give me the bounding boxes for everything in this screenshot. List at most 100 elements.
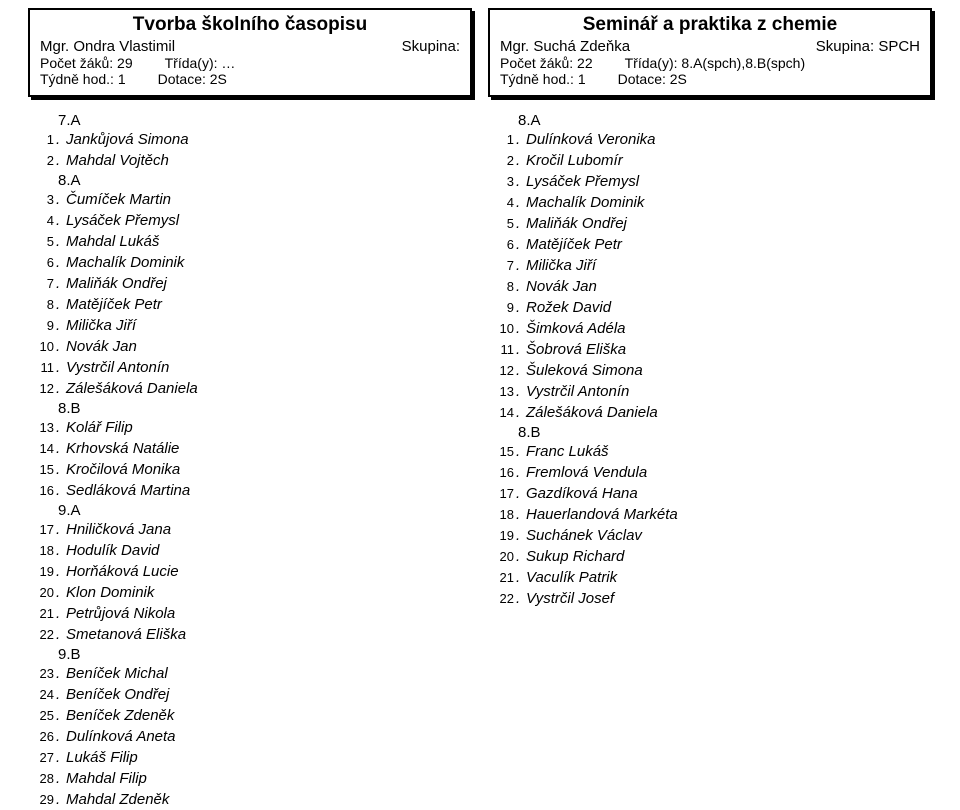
student-name: Mahdal Filip: [64, 768, 147, 789]
left-group: Skupina:: [402, 38, 460, 55]
student-row: 24.Beníček Ondřej: [34, 684, 472, 705]
student-row: 17.Hniličková Jana: [34, 519, 472, 540]
student-row: 12.Šuleková Simona: [494, 360, 932, 381]
right-weekly-label: Týdně hod.:: [500, 71, 574, 87]
dot-separator: .: [56, 378, 64, 399]
student-name: Lysáček Přemysl: [524, 171, 639, 192]
student-number: 5: [34, 233, 56, 251]
right-count-value: 22: [577, 55, 593, 71]
student-name: Čumíček Martin: [64, 189, 171, 210]
dot-separator: .: [516, 504, 524, 525]
dot-separator: .: [56, 150, 64, 171]
student-number: 17: [494, 485, 516, 503]
student-name: Šobrová Eliška: [524, 339, 626, 360]
group-label: 9.A: [34, 502, 472, 519]
student-row: 1.Jankůjová Simona: [34, 129, 472, 150]
dot-separator: .: [56, 519, 64, 540]
student-number: 13: [494, 383, 516, 401]
student-number: 11: [34, 359, 56, 377]
student-row: 1.Dulínková Veronika: [494, 129, 932, 150]
dot-separator: .: [56, 789, 64, 810]
student-number: 14: [494, 404, 516, 422]
left-class-value: …: [221, 55, 235, 71]
student-name: Novák Jan: [524, 276, 597, 297]
dot-separator: .: [516, 402, 524, 423]
student-name: Vystrčil Antonín: [64, 357, 169, 378]
student-row: 8.Novák Jan: [494, 276, 932, 297]
student-number: 7: [34, 275, 56, 293]
left-dotace: Dotace: 2S: [126, 71, 460, 87]
student-number: 27: [34, 749, 56, 767]
student-name: Mahdal Lukáš: [64, 231, 159, 252]
dot-separator: .: [56, 129, 64, 150]
student-name: Rožek David: [524, 297, 611, 318]
dot-separator: .: [516, 546, 524, 567]
student-name: Dulínková Aneta: [64, 726, 176, 747]
student-row: 2.Kročil Lubomír: [494, 150, 932, 171]
dot-separator: .: [56, 459, 64, 480]
student-number: 13: [34, 419, 56, 437]
student-number: 21: [494, 569, 516, 587]
left-dotace-value: 2S: [210, 71, 227, 87]
student-number: 14: [34, 440, 56, 458]
student-name: Kročilová Monika: [64, 459, 180, 480]
student-name: Vystrčil Josef: [524, 588, 614, 609]
student-name: Horňáková Lucie: [64, 561, 179, 582]
group-label: 8.A: [494, 112, 932, 129]
dot-separator: .: [56, 624, 64, 645]
student-number: 15: [494, 443, 516, 461]
dot-separator: .: [516, 441, 524, 462]
student-row: 7.Maliňák Ondřej: [34, 273, 472, 294]
right-dotace-value: 2S: [670, 71, 687, 87]
student-row: 17.Gazdíková Hana: [494, 483, 932, 504]
student-name: Fremlová Vendula: [524, 462, 647, 483]
student-name: Vaculík Patrik: [524, 567, 617, 588]
dot-separator: .: [56, 705, 64, 726]
student-name: Šimková Adéla: [524, 318, 626, 339]
student-name: Hniličková Jana: [64, 519, 171, 540]
student-row: 4.Machalík Dominik: [494, 192, 932, 213]
student-number: 16: [34, 482, 56, 500]
dot-separator: .: [516, 483, 524, 504]
student-name: Milička Jiří: [64, 315, 136, 336]
student-row: 18.Hauerlandová Markéta: [494, 504, 932, 525]
student-name: Machalík Dominik: [64, 252, 184, 273]
student-row: 10.Šimková Adéla: [494, 318, 932, 339]
student-name: Smetanová Eliška: [64, 624, 186, 645]
student-row: 7.Milička Jiří: [494, 255, 932, 276]
student-name: Šuleková Simona: [524, 360, 643, 381]
student-name: Hauerlandová Markéta: [524, 504, 678, 525]
left-list: 7.A1.Jankůjová Simona2.Mahdal Vojtěch8.A…: [28, 107, 472, 810]
dot-separator: .: [516, 525, 524, 546]
student-number: 4: [494, 194, 516, 212]
right-group-label: Skupina:: [816, 38, 874, 55]
left-teacher: Mgr. Ondra Vlastimil: [40, 38, 402, 55]
dot-separator: .: [516, 339, 524, 360]
student-name: Krhovská Natálie: [64, 438, 179, 459]
left-column: Tvorba školního časopisu Mgr. Ondra Vlas…: [20, 8, 480, 793]
left-count: Počet žáků: 29: [40, 55, 133, 71]
dot-separator: .: [56, 189, 64, 210]
student-name: Beníček Michal: [64, 663, 168, 684]
dot-separator: .: [516, 234, 524, 255]
student-number: 20: [494, 548, 516, 566]
student-number: 22: [34, 626, 56, 644]
student-row: 16.Fremlová Vendula: [494, 462, 932, 483]
student-name: Lukáš Filip: [64, 747, 138, 768]
student-number: 10: [34, 338, 56, 356]
dot-separator: .: [516, 192, 524, 213]
student-name: Gazdíková Hana: [524, 483, 638, 504]
right-list: 8.A1.Dulínková Veronika2.Kročil Lubomír 3…: [488, 107, 932, 609]
dot-separator: .: [516, 129, 524, 150]
left-title: Tvorba školního časopisu: [40, 14, 460, 36]
student-number: 7: [494, 257, 516, 275]
student-number: 6: [494, 236, 516, 254]
student-row: 27.Lukáš Filip: [34, 747, 472, 768]
student-row: 3.Čumíček Martin: [34, 189, 472, 210]
student-number: 16: [494, 464, 516, 482]
student-number: 3: [494, 173, 516, 191]
dot-separator: .: [56, 603, 64, 624]
group-label: 8.B: [34, 400, 472, 417]
left-count-value: 29: [117, 55, 133, 71]
dot-separator: .: [516, 255, 524, 276]
